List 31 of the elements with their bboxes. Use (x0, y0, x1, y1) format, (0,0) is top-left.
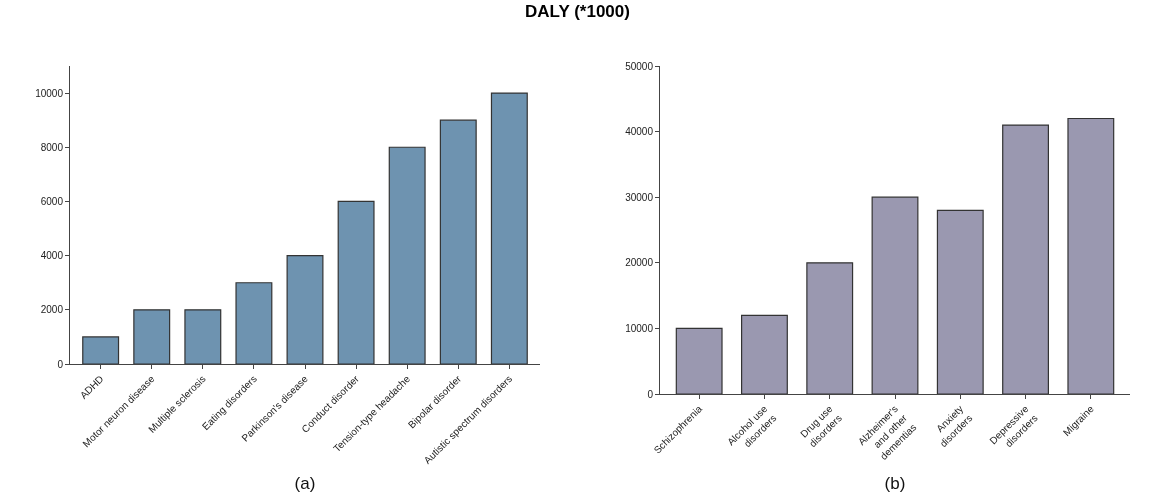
y-tick-label: 20000 (625, 257, 654, 269)
bar (337, 200, 375, 364)
y-tick-label: 10000 (625, 322, 654, 334)
bar (871, 196, 919, 394)
bar (741, 314, 788, 394)
bar (235, 282, 273, 364)
bar (439, 119, 477, 364)
y-tick-label: 0 (647, 388, 654, 400)
y-tick-label: 30000 (625, 191, 654, 203)
bar (490, 92, 528, 364)
bar (1067, 117, 1115, 394)
y-tick-label: 10000 (35, 87, 64, 99)
y-tick-label: 50000 (625, 60, 654, 72)
bar (286, 255, 324, 364)
bar (184, 309, 222, 364)
y-tick-label: 6000 (40, 195, 64, 207)
y-tick-label: 4000 (40, 250, 64, 262)
bar (1002, 124, 1049, 394)
bar (936, 209, 984, 394)
bar (133, 309, 171, 364)
y-tick-label: 0 (57, 358, 64, 370)
x-axis-title: (b) (884, 474, 906, 494)
bar (675, 327, 723, 394)
bar (82, 336, 120, 364)
x-axis-title: (a) (294, 474, 316, 494)
y-tick-label: 2000 (40, 304, 64, 316)
bar (388, 146, 426, 364)
y-tick-label: 8000 (40, 141, 64, 153)
y-tick-label: 40000 (625, 126, 654, 138)
text: DALY (*1000) (524, 2, 631, 22)
bar (806, 262, 854, 394)
